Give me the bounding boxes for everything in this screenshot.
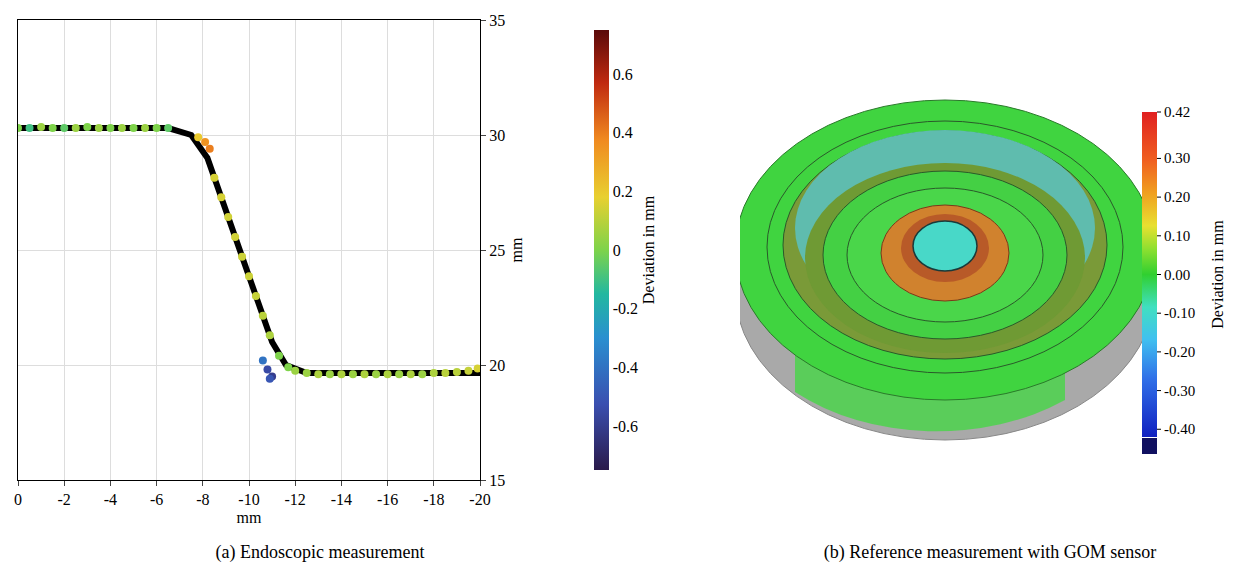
svg-text:30: 30 <box>489 127 505 144</box>
svg-text:25: 25 <box>489 242 505 259</box>
svg-text:-0.10: -0.10 <box>1164 305 1195 321</box>
svg-text:-20: -20 <box>469 491 490 508</box>
svg-text:0.2: 0.2 <box>613 183 633 200</box>
svg-text:20: 20 <box>489 357 505 374</box>
svg-text:-0.30: -0.30 <box>1164 383 1195 399</box>
svg-text:-10: -10 <box>238 491 259 508</box>
svg-text:-0.40: -0.40 <box>1164 421 1195 437</box>
svg-text:mm: mm <box>237 509 262 526</box>
svg-text:-4: -4 <box>104 491 117 508</box>
html-text:(a) Endoscopic measurement: (a) Endoscopic measurement <box>215 542 425 562</box>
svg-text:0: 0 <box>14 491 22 508</box>
svg-text:35: 35 <box>489 12 505 29</box>
svg-text:-0.20: -0.20 <box>1164 344 1195 360</box>
svg-text:0.6: 0.6 <box>613 66 633 83</box>
svg-text:Deviation in mm: Deviation in mm <box>640 195 657 304</box>
svg-text:-12: -12 <box>285 491 306 508</box>
svg-text:15: 15 <box>489 472 505 489</box>
svg-text:-8: -8 <box>196 491 209 508</box>
svg-text:0.10: 0.10 <box>1164 228 1190 244</box>
svg-text:0.30: 0.30 <box>1164 150 1190 166</box>
svg-text:Deviation in mm: Deviation in mm <box>1209 220 1226 329</box>
svg-text:0.00: 0.00 <box>1164 267 1190 283</box>
svg-text:0.20: 0.20 <box>1164 189 1190 205</box>
html-text:(b) Reference measurement with: (b) Reference measurement with GOM senso… <box>823 542 1157 562</box>
svg-text:-2: -2 <box>58 491 71 508</box>
svg-text:0.4: 0.4 <box>613 124 633 141</box>
svg-text:mm: mm <box>508 237 525 262</box>
svg-text:-0.4: -0.4 <box>613 359 638 376</box>
svg-text:-0.6: -0.6 <box>613 418 638 435</box>
svg-text:-18: -18 <box>423 491 444 508</box>
svg-text:-6: -6 <box>150 491 163 508</box>
svg-text:-16: -16 <box>377 491 398 508</box>
svg-text:0: 0 <box>613 242 621 259</box>
svg-text:-14: -14 <box>331 491 352 508</box>
svg-text:-0.2: -0.2 <box>613 300 638 317</box>
svg-text:0.42: 0.42 <box>1164 104 1190 120</box>
